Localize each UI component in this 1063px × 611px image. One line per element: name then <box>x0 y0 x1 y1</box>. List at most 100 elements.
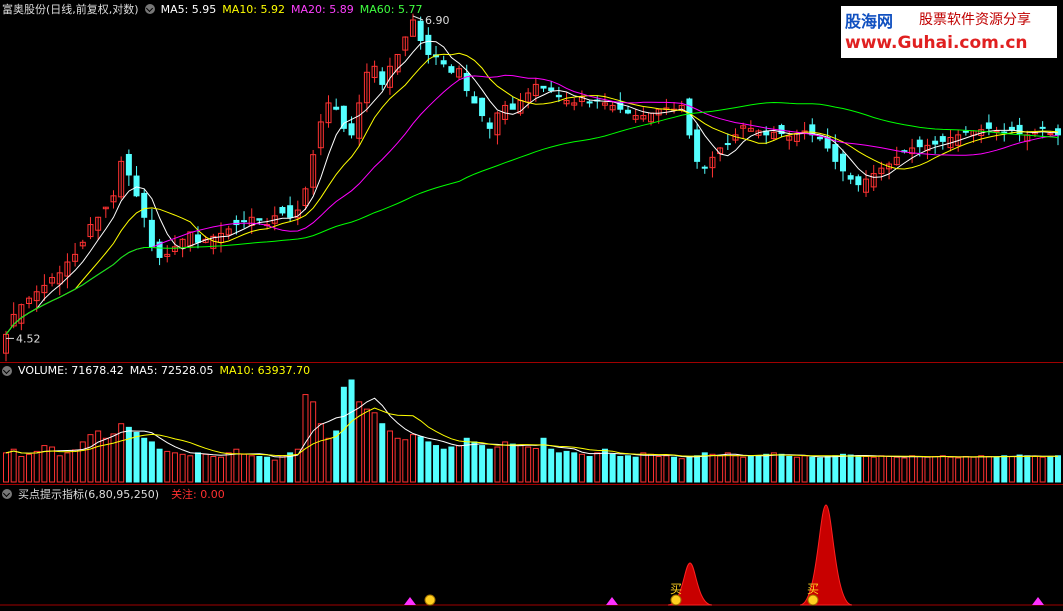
price-panel[interactable]: 6.90 4.52 富奥股份 (日线,前复权,对数) MA5: 5.95 MA10… <box>0 0 1063 362</box>
volume-bar <box>578 453 585 483</box>
indicator-panel[interactable]: 买买 买点提示指标(6,80,95,250) 关注: 0.00 <box>0 484 1063 607</box>
volume-bar <box>732 455 739 483</box>
volume-bar <box>248 455 255 483</box>
candle-body <box>839 153 846 172</box>
volume-bar <box>686 456 693 483</box>
candle-body <box>740 125 747 129</box>
signal-marker <box>1032 597 1044 605</box>
volume-bar <box>41 445 48 483</box>
candle-body <box>532 83 539 97</box>
volume-bar <box>125 426 132 483</box>
ma20-line <box>5 74 1059 335</box>
volume-bar <box>317 423 324 483</box>
candle-body <box>41 284 48 294</box>
volume-bar <box>333 430 340 483</box>
volume-bar <box>778 453 785 483</box>
candle-body <box>1008 126 1015 131</box>
volume-bar <box>509 443 516 483</box>
volume-panel[interactable]: VOLUME: 71678.42 MA5: 72528.05 MA10: 639… <box>0 362 1063 484</box>
volume-bar <box>955 457 962 483</box>
candle-body <box>886 163 893 170</box>
candle-body <box>701 166 708 169</box>
chart-mode: (日线,前复权,对数) <box>46 3 139 16</box>
volume-bar <box>402 439 409 483</box>
volume-bar <box>118 423 125 483</box>
volume-bar <box>279 455 286 483</box>
volume-bar <box>164 450 171 483</box>
candle-body <box>847 175 854 180</box>
candle-body <box>1039 126 1046 129</box>
watermark-url: www.Guhai.com.cn <box>845 33 1028 53</box>
candle-body <box>356 102 363 139</box>
volume-chart[interactable] <box>0 362 1063 484</box>
dropdown-icon[interactable] <box>2 489 12 499</box>
volume-bar <box>302 394 309 483</box>
volume-bar <box>632 456 639 483</box>
volume-bar <box>962 456 969 483</box>
volume-bar <box>763 453 770 483</box>
candle-body <box>993 130 1000 133</box>
volume-bar <box>1047 456 1054 483</box>
volume-bar <box>863 456 870 483</box>
candle-body <box>755 130 762 136</box>
candle-body <box>448 66 455 73</box>
volume-bar <box>471 441 478 483</box>
ma10-label: MA10: 5.92 <box>222 2 286 16</box>
volume-bar <box>1031 456 1038 483</box>
candle-body <box>479 97 486 117</box>
volume-bar <box>325 437 332 483</box>
candle-body <box>617 101 624 110</box>
volume-bar <box>893 456 900 483</box>
volume-bar <box>747 456 754 483</box>
indicator-header: 买点提示指标(6,80,95,250) 关注: 0.00 <box>2 486 225 502</box>
candle-body <box>832 144 839 162</box>
volume-bar <box>348 379 355 483</box>
candle-body <box>471 96 478 104</box>
volume-bar <box>225 452 232 483</box>
candle-body <box>586 101 593 104</box>
volume-bar <box>548 448 555 483</box>
dropdown-icon[interactable] <box>2 365 12 376</box>
dropdown-icon[interactable] <box>144 4 155 14</box>
volume-bar <box>95 430 102 483</box>
volume-bar <box>532 447 539 483</box>
volume-bar <box>486 448 493 483</box>
indicator-peak <box>799 504 853 606</box>
candle-body <box>49 277 56 284</box>
candle-body <box>786 135 793 141</box>
candle-body <box>494 112 501 136</box>
candle-body <box>194 234 201 243</box>
volume-bar <box>340 386 347 483</box>
candle-body <box>95 216 102 231</box>
candle-body <box>985 122 992 129</box>
panel-divider <box>0 484 1063 485</box>
volume-bar <box>271 459 278 483</box>
candle-body <box>563 99 570 105</box>
volume-bar <box>901 457 908 483</box>
volume-bar <box>148 441 155 483</box>
volume-bar <box>448 446 455 483</box>
candle-body <box>686 98 693 136</box>
volume-bar <box>363 408 370 483</box>
candle-body <box>440 60 447 65</box>
signal-marker <box>606 597 618 605</box>
volume-bar <box>171 452 178 483</box>
site-watermark: 股海网 股票软件资源分享 www.Guhai.com.cn <box>841 6 1057 58</box>
volume-bar <box>87 434 94 483</box>
indicator-chart[interactable]: 买买 <box>0 484 1063 607</box>
watermark-logo: 股海网 <box>845 12 894 31</box>
candle-body <box>317 121 324 149</box>
volume-bar <box>409 434 416 483</box>
price-chart[interactable]: 6.90 4.52 <box>0 0 1063 362</box>
volume-bar <box>1024 455 1031 483</box>
candle-body <box>148 219 155 248</box>
volume-bar <box>494 446 501 483</box>
volume-bar <box>870 456 877 483</box>
candle-body <box>133 175 140 197</box>
candle-body <box>548 87 555 92</box>
candle-body <box>110 195 117 203</box>
ma5-line <box>5 40 1059 335</box>
candle-body <box>640 115 647 120</box>
volume-bar <box>916 456 923 483</box>
candle-body <box>256 218 263 221</box>
